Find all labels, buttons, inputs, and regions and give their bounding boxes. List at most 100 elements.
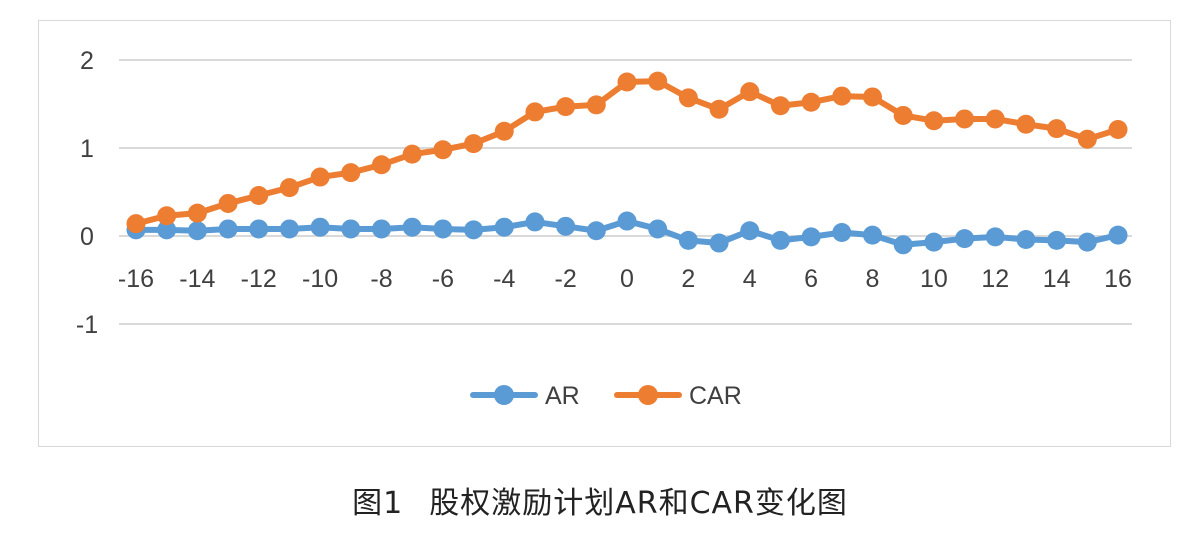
ar-point xyxy=(770,230,790,250)
series-lines xyxy=(126,71,1128,255)
car-point xyxy=(310,167,330,187)
legend-label: AR xyxy=(545,382,580,410)
ar-point xyxy=(494,217,514,237)
x-tick-label: -10 xyxy=(302,265,338,293)
y-tick-label: 0 xyxy=(80,223,94,251)
ar-point xyxy=(617,211,637,231)
car-point xyxy=(648,71,668,91)
car-point xyxy=(985,109,1005,129)
car-point xyxy=(372,155,391,175)
ar-point xyxy=(1016,230,1036,250)
legend-item-ar: AR xyxy=(470,382,580,410)
car-point xyxy=(678,88,698,108)
x-tick-label: -16 xyxy=(118,265,154,293)
x-tick-label: 6 xyxy=(804,265,818,293)
car-point xyxy=(525,102,545,122)
car-point xyxy=(249,186,269,206)
ar-point xyxy=(1077,232,1097,252)
x-tick-label: 4 xyxy=(743,265,757,293)
ar-point xyxy=(187,221,207,241)
x-tick-label: -12 xyxy=(241,265,277,293)
car-point xyxy=(1108,120,1128,140)
ar-point xyxy=(863,225,882,245)
x-tick-label: 8 xyxy=(866,265,880,293)
y-tick-label: 2 xyxy=(80,47,94,75)
car-point xyxy=(187,203,207,223)
line-chart: 210-1 -16 -14 -12 -10 -8 -6 -4 -2 0 2 4 6 8 10 12 14 16 … xyxy=(76,47,1132,410)
figure-caption: 图1 股权激励计划AR和CAR变化图 xyxy=(0,478,1200,522)
legend-label: CAR xyxy=(689,382,742,410)
ar-point xyxy=(1047,230,1067,250)
x-tick-label: -6 xyxy=(432,265,454,293)
x-tick-label: 0 xyxy=(620,265,634,293)
car-point xyxy=(1016,114,1036,134)
car-point xyxy=(126,214,146,234)
car-point xyxy=(924,111,944,131)
car-point xyxy=(801,92,821,112)
car-point xyxy=(955,109,975,129)
ar-point xyxy=(279,219,299,239)
x-tick-label: -2 xyxy=(555,265,577,293)
ar-point xyxy=(525,212,545,232)
ar-point xyxy=(1108,225,1128,245)
car-point xyxy=(494,121,514,141)
car-point xyxy=(832,86,852,106)
legend-swatch-marker xyxy=(638,385,658,405)
ar-point xyxy=(801,227,821,247)
legend-swatch-marker xyxy=(494,385,514,405)
x-tick-label: 16 xyxy=(1104,265,1132,293)
y-tick-label: 1 xyxy=(80,135,94,163)
car-point xyxy=(433,140,453,160)
car-point xyxy=(402,144,422,164)
ar-point xyxy=(218,219,238,239)
ar-point xyxy=(924,232,944,252)
ar-point xyxy=(955,229,975,249)
ar-point xyxy=(709,233,729,253)
x-tick-label: 14 xyxy=(1043,265,1071,293)
x-tick-label: 10 xyxy=(920,265,948,293)
ar-point xyxy=(556,216,576,236)
car-point xyxy=(341,163,361,183)
car-point xyxy=(157,206,177,226)
car-point xyxy=(556,97,576,117)
car-point xyxy=(1077,129,1097,149)
car-point xyxy=(586,95,606,115)
x-tick-label: -14 xyxy=(179,265,215,293)
car-point xyxy=(1047,119,1067,139)
ar-point xyxy=(678,230,698,250)
x-axis-ticks: -16 -14 -12 -10 -8 -6 -4 -2 0 2 4 6 8 10 12 14 16 xyxy=(118,265,1132,293)
legend: AR CAR xyxy=(470,382,742,410)
x-tick-label: 12 xyxy=(981,265,1009,293)
ar-point xyxy=(341,219,361,239)
figure-title: 股权激励计划AR和CAR变化图 xyxy=(429,486,848,521)
y-tick-label: -1 xyxy=(76,311,98,339)
x-tick-label: -4 xyxy=(493,265,515,293)
x-tick-label: 2 xyxy=(681,265,695,293)
car-point xyxy=(740,82,760,102)
ar-point xyxy=(402,217,422,237)
series-car xyxy=(126,71,1128,234)
ar-point xyxy=(893,235,913,255)
ar-point xyxy=(985,227,1005,247)
legend-item-car: CAR xyxy=(614,382,742,410)
ar-point xyxy=(249,219,269,239)
y-axis-ticks: 2 1 0 -1 xyxy=(76,47,98,339)
car-point xyxy=(218,193,238,213)
x-tick-label: -8 xyxy=(370,265,392,293)
figure-number: 图1 xyxy=(352,486,404,521)
car-point xyxy=(279,178,299,198)
ar-point xyxy=(464,220,484,240)
car-point xyxy=(893,105,913,125)
ar-point xyxy=(157,220,177,240)
ar-point xyxy=(832,222,852,242)
car-point xyxy=(617,72,637,92)
ar-point xyxy=(648,219,668,239)
ar-point xyxy=(433,219,453,239)
car-point xyxy=(863,87,882,107)
car-point xyxy=(464,134,484,154)
ar-point xyxy=(586,221,606,241)
ar-point xyxy=(372,219,391,239)
ar-point xyxy=(310,217,330,237)
car-line xyxy=(133,78,1121,227)
car-point xyxy=(709,99,729,119)
